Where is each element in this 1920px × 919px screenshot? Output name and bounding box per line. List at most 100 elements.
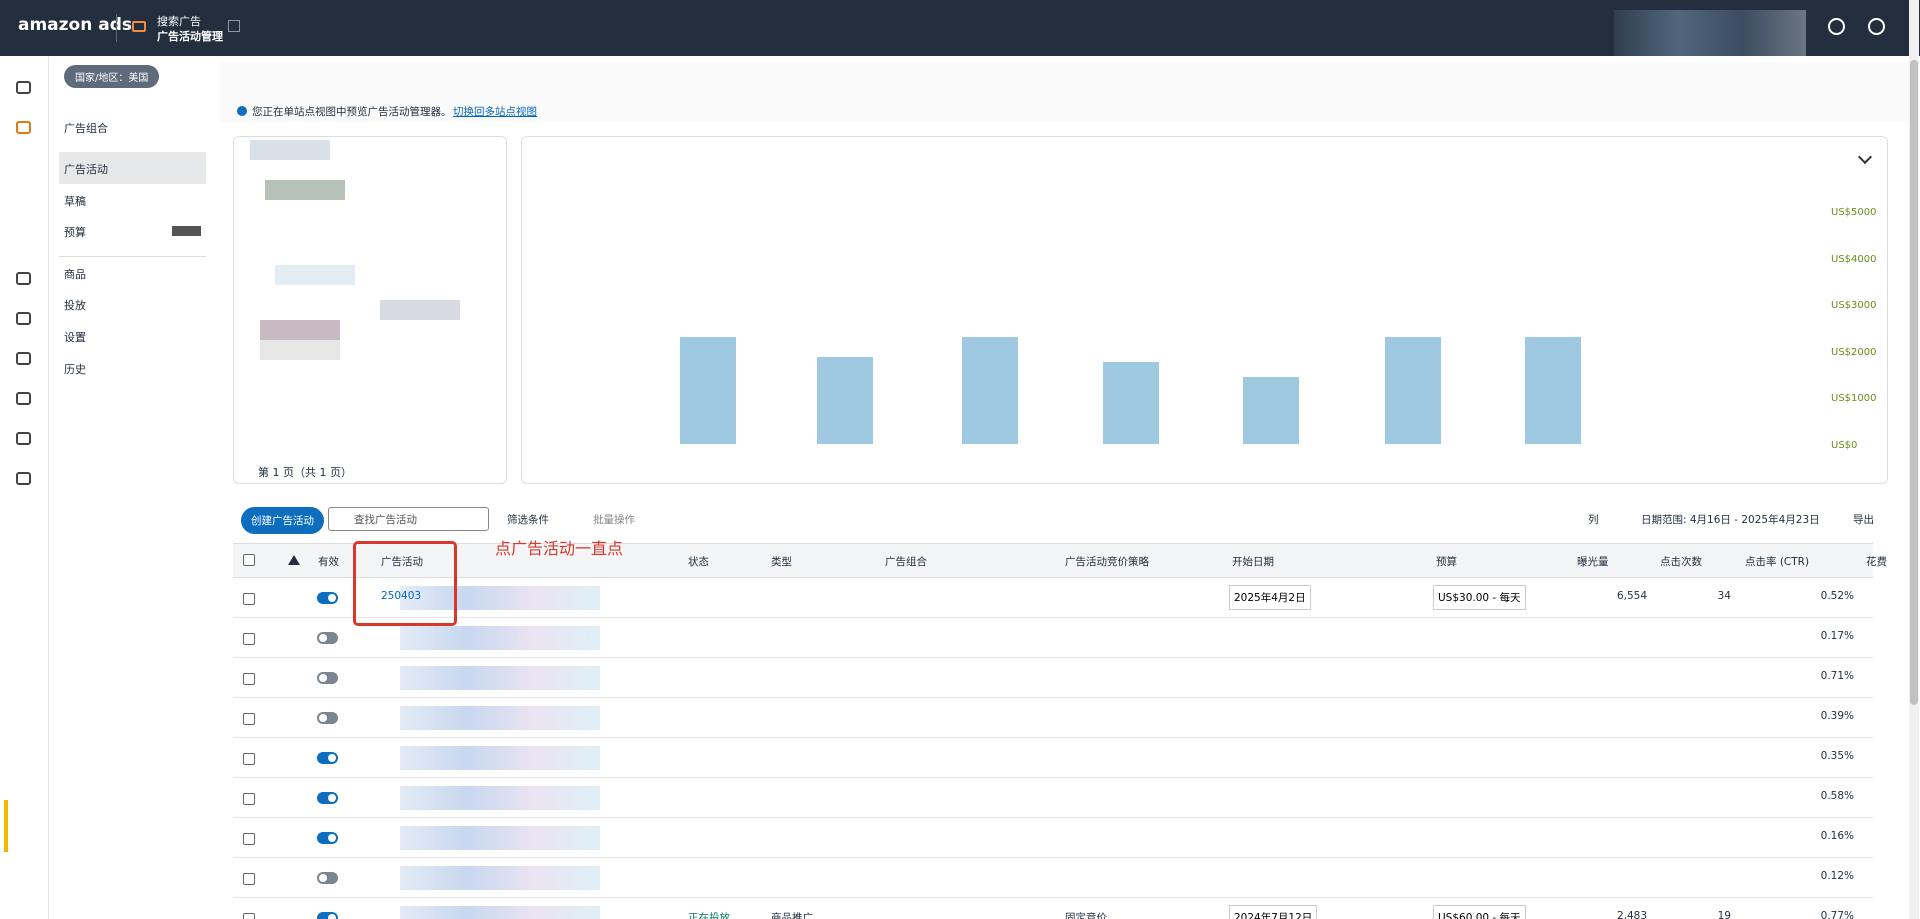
cell-type: 商品推广 [771,910,813,919]
cell-ctr: 0.71% [1820,670,1854,682]
cell-start: 2025年4月2日 [1229,585,1311,610]
page-name: 广告活动管理 [157,30,223,43]
notice-link[interactable]: 切换回多站点视图 [453,106,537,118]
export[interactable]: 导出 [1853,514,1874,526]
divider [116,14,117,42]
column-header[interactable]: 广告活动竞价策略 [1065,556,1149,568]
nav-item[interactable]: 商品 [64,268,86,281]
chart-card [521,136,1888,484]
toggle[interactable] [317,912,338,919]
table-row [233,698,1873,738]
nav-item[interactable]: 广告活动 [64,163,108,176]
cell-budget: US$30.00 - 每天 [1433,585,1526,610]
blur-block [260,320,340,340]
chart-blur [962,337,1018,444]
column-header[interactable]: 曝光量 [1577,556,1609,568]
table-row [233,818,1873,858]
toggle-knob [319,674,327,682]
column-header[interactable]: 广告组合 [885,556,927,568]
search-placeholder: 查找广告活动 [354,514,417,526]
blur-block [400,586,600,610]
create-button[interactable]: 创建广告活动 [241,507,324,534]
column-header[interactable]: 广告活动 [381,556,423,568]
chart-blur [1525,337,1581,444]
nav-item[interactable]: 投放 [64,299,86,312]
rail-accent [4,800,8,852]
row-checkbox[interactable] [243,793,255,805]
table-row [233,578,1873,618]
toggle-knob [328,914,336,919]
table-row [233,738,1873,778]
column-header[interactable]: 花费 [1866,556,1887,568]
column-header[interactable]: 类型 [771,556,792,568]
rail-icon[interactable] [16,312,31,325]
nav-item[interactable]: 草稿 [64,195,86,208]
rail-icon[interactable] [16,352,31,365]
table-row [233,618,1873,658]
rail-icon[interactable] [16,81,31,94]
rail-icon[interactable] [16,472,31,485]
toggle-knob [328,594,336,602]
annotation-box [353,541,457,626]
chart-axis-label: US$4000 [1831,253,1877,265]
rail-icon[interactable] [16,121,31,134]
row-checkbox[interactable] [243,593,255,605]
nav-item[interactable]: 预算 [64,226,86,239]
row-checkbox[interactable] [243,753,255,765]
region[interactable]: 国家/地区：美国 [64,65,160,88]
blur-block [400,866,600,890]
blur-block [400,786,600,810]
cell-ctr: 0.16% [1820,830,1854,842]
toggle-knob [328,754,336,762]
cell-start: 2024年7月12日 [1229,905,1318,919]
row-checkbox[interactable] [243,873,255,885]
chart-blur [817,357,873,444]
warning-icon [288,555,300,565]
date-range[interactable]: 日期范围: 4月16日 - 2025年4月23日 [1641,514,1820,526]
scroll-thumb[interactable] [1910,60,1918,705]
rail-icon[interactable] [16,272,31,285]
nav-divider [59,256,206,257]
search-box[interactable] [328,507,489,531]
home-icon [228,20,240,32]
chart-axis-label: US$5000 [1831,207,1877,218]
bulk-actions[interactable]: 批量操作 [593,514,635,526]
top-bar [0,0,1920,56]
row-checkbox[interactable] [243,833,255,845]
brand[interactable]: amazon ads [18,15,133,35]
nav-item[interactable]: 设置 [64,331,86,344]
columns[interactable]: 列 [1588,514,1599,526]
row-checkbox[interactable] [243,713,255,725]
nav-selected [59,152,206,184]
column-header[interactable]: 状态 [688,556,709,568]
row-checkbox[interactable] [243,913,255,919]
chart-axis-label: US$3000 [1831,300,1877,311]
nav-item[interactable]: 广告组合 [64,122,108,135]
product-icon [132,21,146,32]
header-checkbox[interactable] [243,554,255,566]
cell-impressions: 2,483 [1616,910,1647,919]
cell-ctr: 0.58% [1820,790,1854,802]
help-icon[interactable] [1828,18,1845,35]
chart-axis-label: US$1000 [1831,393,1877,404]
user-icon[interactable] [1868,18,1885,35]
annotation-text: 点广告活动一直点 [495,539,624,558]
notice-text: 您正在单站点视图中预览广告活动管理器。 [252,106,452,118]
row-checkbox[interactable] [243,633,255,645]
row-checkbox[interactable] [243,673,255,685]
column-header[interactable]: 有效 [318,556,339,568]
filter[interactable]: 筛选条件 [507,514,549,526]
blur-block [400,666,600,690]
nav-item[interactable]: 历史 [64,363,86,376]
account-blur [1614,10,1806,56]
column-header[interactable]: 点击次数 [1660,556,1702,568]
rail-icon[interactable] [16,432,31,445]
column-header[interactable]: 开始日期 [1232,556,1274,568]
column-header[interactable]: 点击率 (CTR) [1745,556,1810,568]
column-header[interactable]: 预算 [1436,556,1457,568]
cell-campaign[interactable]: 250403 [381,590,422,602]
blur-block [400,706,600,730]
table-row [233,658,1873,698]
rail-icon[interactable] [16,392,31,405]
blur-block [400,826,600,850]
